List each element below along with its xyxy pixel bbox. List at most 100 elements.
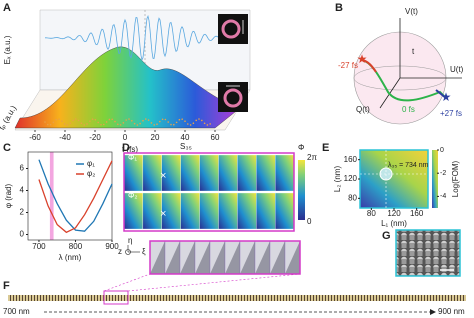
colorbar-tick: 2π — [307, 153, 317, 162]
colorbar-tick: 0 — [440, 147, 444, 154]
dot — [153, 124, 155, 126]
x-tick-label: 80 — [367, 209, 376, 218]
heatmap — [359, 149, 429, 209]
phase-tile — [275, 192, 295, 230]
dot — [97, 121, 99, 124]
ring — [223, 88, 243, 108]
meta-atom — [285, 241, 300, 274]
dot — [128, 118, 130, 120]
panel-label: G — [382, 230, 391, 242]
dot — [58, 118, 60, 120]
meta-atom — [165, 241, 180, 274]
x-tick-label: 700 — [32, 242, 46, 251]
dot — [203, 122, 206, 125]
dot — [181, 118, 183, 120]
colorbar-label: Φ — [298, 143, 304, 152]
dot — [133, 122, 136, 125]
phase-tile — [180, 192, 200, 230]
dot — [164, 118, 167, 121]
sem-image — [395, 229, 461, 277]
meta-atom — [180, 241, 195, 274]
highlight-band — [49, 152, 54, 240]
y-tick-label: 2 — [20, 208, 25, 217]
plot-frame — [27, 151, 113, 241]
x-tick-label: 60 — [211, 133, 220, 142]
colorbar-tick: 0 — [307, 217, 312, 226]
dot — [156, 123, 158, 126]
phase-tile — [237, 192, 257, 230]
axis-label: z — [118, 247, 122, 256]
axis-label: ξ — [142, 247, 146, 256]
dot — [195, 119, 197, 122]
dot — [89, 120, 91, 122]
x-tick-label: 0 — [123, 133, 128, 142]
dot — [187, 123, 189, 125]
phase-tile — [142, 154, 162, 192]
line — [38, 159, 113, 232]
ring — [221, 19, 241, 39]
dot — [94, 118, 97, 121]
colorbar-label: Log(FOM) — [451, 160, 460, 197]
dot — [47, 123, 49, 126]
dot — [136, 124, 139, 126]
phase-tile — [199, 192, 219, 230]
time-label: +27 fs — [440, 109, 462, 118]
dot — [145, 118, 147, 120]
x-tick-label: -40 — [59, 133, 71, 142]
dot — [147, 119, 150, 121]
pulse-surface — [14, 46, 241, 129]
dot — [131, 119, 133, 122]
dot — [167, 121, 169, 123]
axis-label: L₂ (nm) — [333, 166, 342, 193]
dot — [80, 122, 83, 125]
dot — [178, 118, 181, 121]
phase-tile — [256, 192, 276, 230]
dot — [209, 123, 211, 125]
line — [38, 160, 113, 234]
star: ★ — [357, 52, 368, 66]
axis-label: φ (rad) — [4, 184, 13, 209]
axis-label: U(t) — [450, 65, 464, 74]
y-tick-label: 0 — [20, 230, 25, 239]
dot — [72, 119, 74, 122]
zoom-line — [127, 273, 301, 292]
axis-label: η — [128, 236, 132, 245]
legend-label: φ₁ — [87, 159, 95, 168]
axis-label: Q(t) — [356, 105, 370, 114]
x-tick-label: 160 — [410, 209, 424, 218]
dot — [103, 123, 105, 126]
dot — [189, 124, 192, 126]
dot — [63, 123, 66, 125]
annotation: λ₃₅ = 734 nm — [388, 162, 429, 169]
phase-tile — [218, 192, 238, 230]
axis-label: t (fs) — [122, 145, 138, 154]
x-tick-label: 800 — [69, 242, 83, 251]
dot — [105, 121, 108, 123]
meta-atom — [225, 241, 240, 274]
phase-tile — [199, 154, 219, 192]
panel-label: C — [3, 142, 11, 154]
phase-tile — [256, 154, 276, 192]
frame — [149, 240, 301, 275]
dot — [86, 123, 88, 125]
dot — [142, 119, 144, 122]
dot — [201, 119, 203, 122]
range-label: 700 nm — [3, 307, 30, 316]
label: S₃₅ — [180, 142, 192, 151]
x-tick-label: 120 — [387, 209, 401, 218]
y-tick-label: 4 — [20, 186, 25, 195]
panel-label: D — [122, 142, 130, 154]
y-tick-label: 80 — [348, 193, 357, 202]
zoom-box — [103, 290, 129, 305]
legend-label: φ₂ — [87, 169, 95, 178]
star: ★ — [441, 90, 452, 104]
meta-atom — [270, 241, 285, 274]
y-tick-label: 160 — [344, 155, 358, 164]
frame — [123, 152, 295, 232]
dot — [150, 122, 153, 124]
dot — [111, 118, 113, 121]
dot — [61, 120, 63, 122]
time-label: -27 fs — [338, 61, 358, 70]
dot — [83, 124, 85, 126]
panel-label: F — [3, 280, 10, 292]
